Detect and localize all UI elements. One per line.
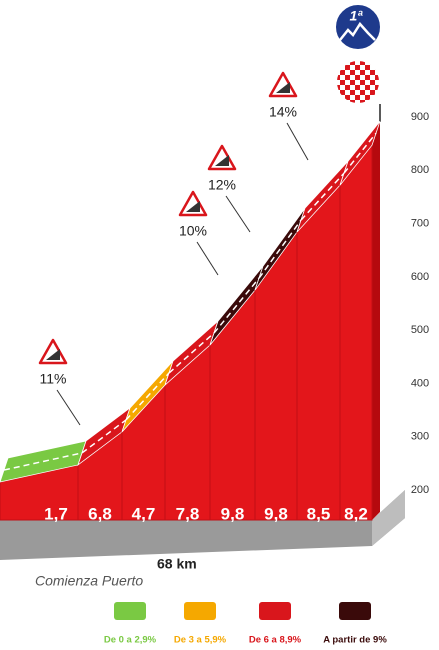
center-dash — [125, 372, 170, 421]
legend-swatch — [259, 602, 291, 620]
warning-slope — [276, 82, 290, 93]
y-tick-label: 700 — [411, 217, 429, 229]
annotation-leader — [56, 389, 81, 426]
center-dash — [213, 277, 260, 334]
warning-slope — [46, 349, 60, 360]
annotation-text: 11% — [40, 371, 67, 387]
badge-mountain — [339, 21, 376, 41]
base-top — [372, 490, 405, 546]
y-tick-label: 500 — [411, 324, 429, 336]
annotation-text: 12% — [208, 177, 236, 193]
warning-slope — [215, 155, 229, 166]
annotation-leader — [196, 241, 219, 276]
base-floor — [0, 490, 405, 560]
finish-flag — [335, 59, 381, 105]
center-dash — [168, 332, 215, 374]
center-dash — [300, 172, 345, 221]
annotation-leader — [286, 122, 309, 161]
center-dash — [3, 452, 83, 471]
gradient-label: 1,7 — [44, 504, 68, 523]
gradient-label: 4,7 — [132, 504, 156, 523]
legend-label: De 0 a 2,9% — [104, 635, 157, 646]
start-label: Comienza Puerto — [35, 573, 143, 589]
center-dash — [343, 132, 377, 174]
legend-label: De 6 a 8,9% — [249, 635, 302, 646]
segment-face — [339, 143, 373, 521]
legend-swatch — [184, 602, 216, 620]
center-dash — [81, 419, 127, 454]
gradient-label: 7,8 — [176, 504, 200, 523]
gradient-label: 9,8 — [264, 504, 288, 523]
legend-label: A partir de 9% — [323, 635, 387, 646]
gradient-label: 9,8 — [221, 504, 245, 523]
y-tick-label: 900 — [411, 111, 429, 123]
warning-slope — [186, 201, 200, 212]
legend-label: De 3 a 5,9% — [174, 635, 227, 646]
annotation-leader — [225, 195, 251, 233]
legend-swatch — [339, 602, 371, 620]
legend-swatch — [114, 602, 146, 620]
segment-face — [296, 183, 341, 521]
gradient-label: 8,5 — [307, 504, 331, 523]
badge-text: 1ª — [350, 8, 364, 24]
distance-label: 68 km — [157, 556, 197, 572]
gradient-label: 8,2 — [344, 504, 368, 523]
profile-side — [372, 121, 380, 521]
annotation-text: 10% — [179, 223, 207, 239]
y-tick-label: 600 — [411, 271, 429, 283]
gradient-label: 6,8 — [88, 504, 112, 523]
y-tick-label: 800 — [411, 164, 429, 176]
y-tick-label: 300 — [411, 431, 429, 443]
y-tick-label: 400 — [411, 377, 429, 389]
y-tick-label: 200 — [411, 484, 429, 496]
center-dash — [258, 219, 302, 279]
annotation-text: 14% — [269, 104, 297, 120]
